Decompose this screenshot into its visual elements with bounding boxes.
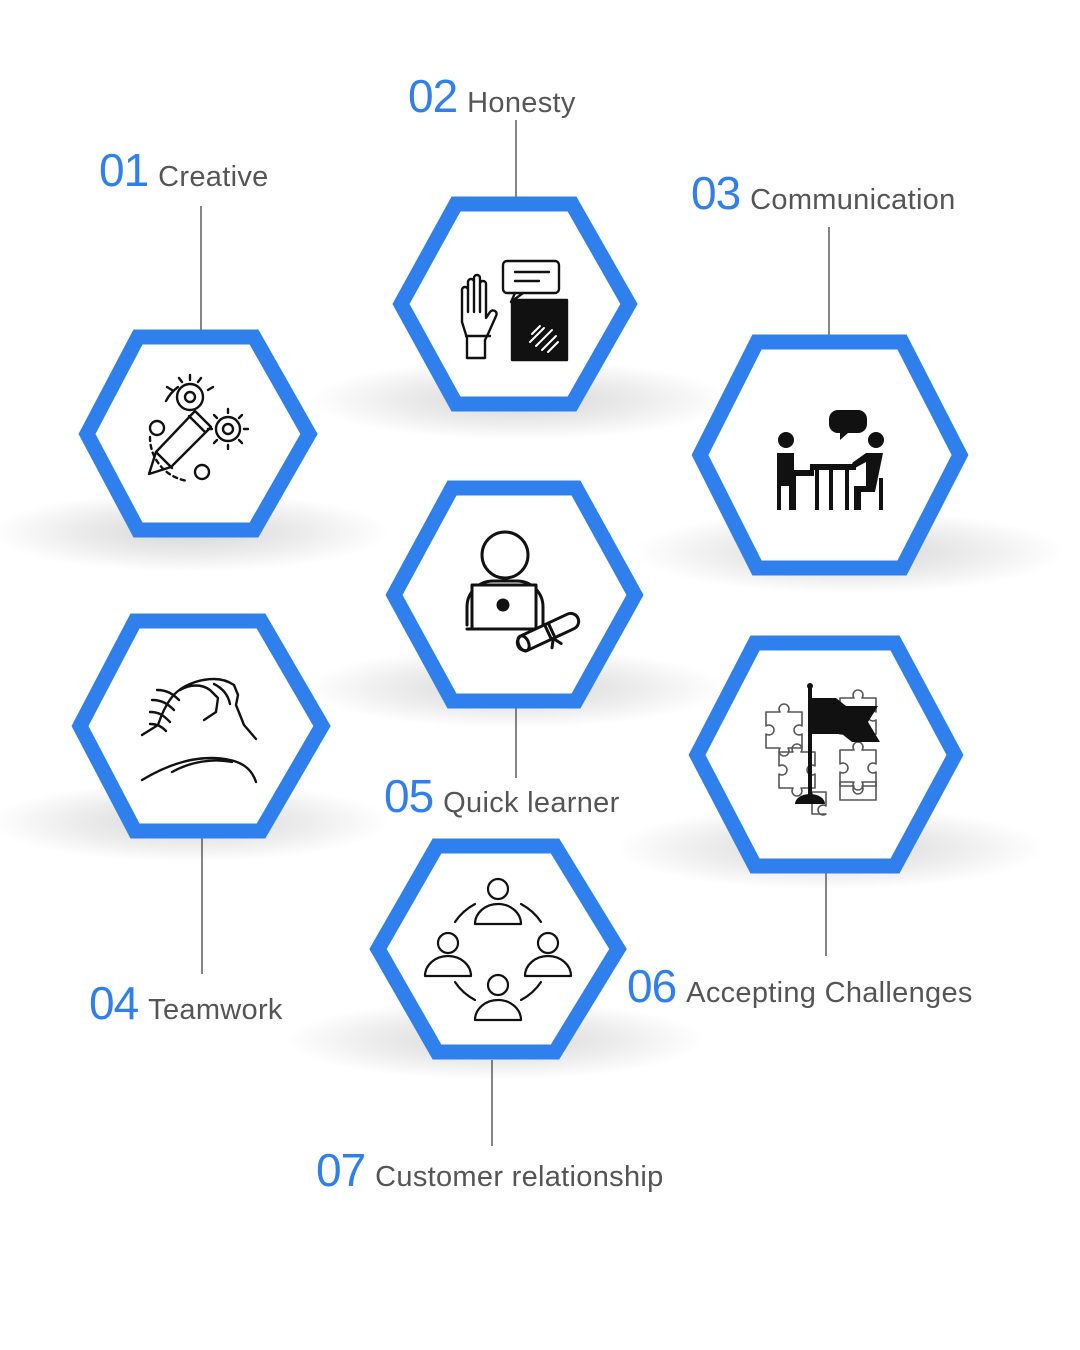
item-02-label: 02 Honesty (408, 73, 576, 119)
item-04-label: 04 Teamwork (89, 980, 283, 1026)
item-06-number: 06 (627, 960, 677, 1012)
quick-learner-laptop-icon (465, 530, 581, 653)
item-07-label: 07 Customer relationship (316, 1147, 664, 1193)
item-03-number: 03 (691, 167, 741, 219)
honesty-raised-hand-icon (460, 259, 569, 362)
item-05-text: Quick learner (443, 787, 620, 819)
item-01-label: 01 Creative (99, 147, 269, 193)
item-03-label: 03 Communication (691, 170, 956, 216)
item-07-number: 07 (316, 1144, 366, 1196)
challenge-flag-puzzle-icon (765, 683, 880, 816)
item-02-text: Honesty (467, 87, 576, 119)
hexagon-01 (78, 329, 318, 538)
connectors (200, 120, 830, 1146)
item-05-label: 05 Quick learner (384, 773, 620, 819)
item-01-text: Creative (158, 161, 269, 193)
teamwork-handshake-icon (140, 677, 258, 784)
item-07-text: Customer relationship (375, 1161, 664, 1193)
item-06-text: Accepting Challenges (686, 977, 973, 1009)
item-02-number: 02 (408, 70, 458, 122)
hexagon-07 (369, 838, 627, 1060)
hexagon-06 (688, 635, 964, 874)
hexagons (71, 196, 969, 1060)
item-06-label: 06 Accepting Challenges (627, 963, 973, 1009)
hexagon-04 (71, 613, 331, 839)
item-05-number: 05 (384, 770, 434, 822)
item-04-number: 04 (89, 977, 139, 1029)
communication-meeting-icon (777, 410, 884, 510)
item-03-text: Communication (750, 184, 956, 216)
item-01-number: 01 (99, 144, 149, 196)
hexagon-03 (691, 334, 969, 576)
creative-pencil-gears-icon (147, 373, 250, 483)
item-04-text: Teamwork (148, 994, 283, 1026)
customer-network-icon (423, 877, 573, 1022)
